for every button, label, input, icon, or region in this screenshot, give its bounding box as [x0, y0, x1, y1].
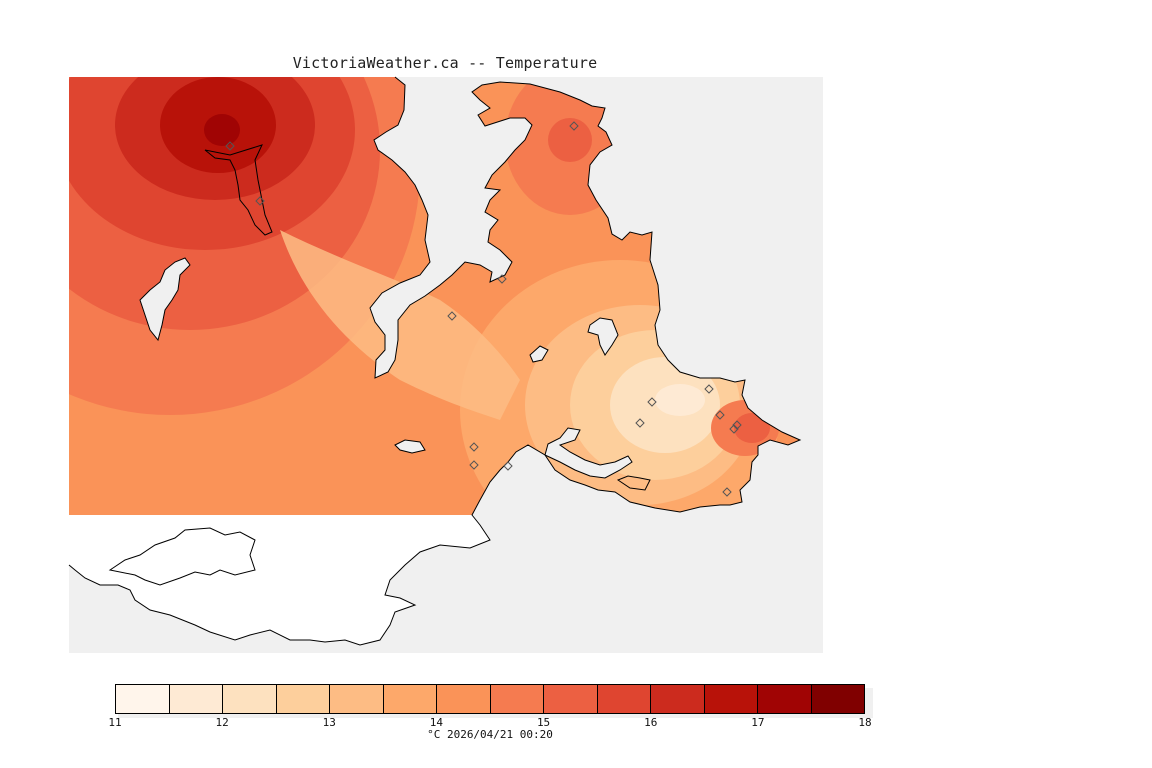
legend-swatch	[758, 685, 812, 713]
legend-swatch	[651, 685, 705, 713]
legend-tick-label: 16	[644, 716, 658, 729]
legend-caption: °C 2026/04/21 00:20	[427, 728, 553, 741]
legend-swatch	[597, 685, 651, 713]
legend-swatch	[437, 685, 491, 713]
legend-swatch	[544, 685, 598, 713]
legend-swatch	[223, 685, 277, 713]
legend-tick-label: 11	[108, 716, 122, 729]
legend-swatch	[490, 685, 544, 713]
legend-swatch	[383, 685, 437, 713]
legend-swatch	[330, 685, 384, 713]
legend-tick-label: 15	[536, 716, 551, 729]
map-title: VictoriaWeather.ca -- Temperature	[292, 54, 598, 72]
legend-swatch	[169, 685, 223, 713]
legend-tick-label: 18	[858, 716, 872, 729]
legend-swatch	[811, 685, 864, 713]
legend-swatch	[116, 685, 170, 713]
legend-swatch	[276, 685, 330, 713]
legend-tick-label: 13	[322, 716, 336, 729]
legend-tick-label: 17	[751, 716, 765, 729]
legend-tick-label: 12	[215, 716, 229, 729]
legend-tick-label: 14	[429, 716, 444, 729]
legend-swatch	[704, 685, 758, 713]
color-legend-bar	[115, 684, 865, 714]
